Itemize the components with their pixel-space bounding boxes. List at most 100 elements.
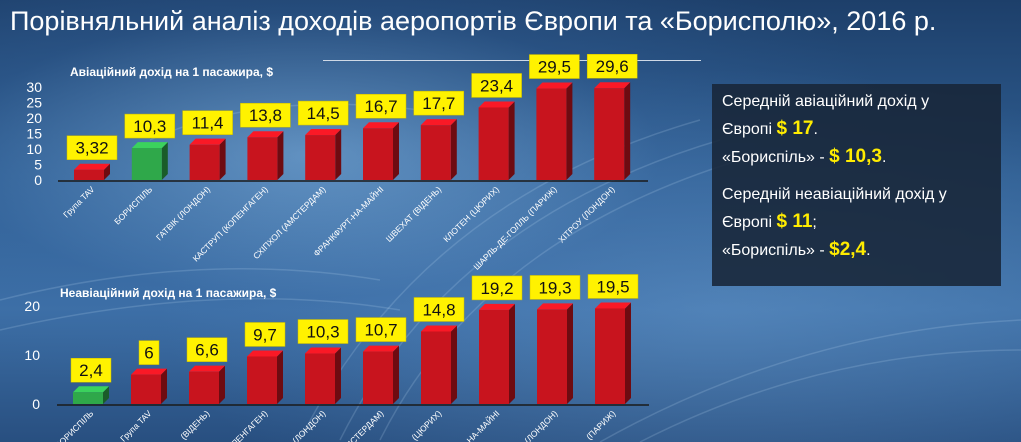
aviation-bar-side: [508, 101, 515, 180]
non-aviation-value-label: 6: [144, 344, 153, 363]
aviation-boryspil-value: $ 10,3: [829, 146, 882, 167]
aviation-bar-side: [219, 138, 226, 180]
non-aviation-bar-top: [537, 303, 573, 310]
non-aviation-bar-top: [479, 303, 515, 310]
non-aviation-category-label: (ЛОНДОН): [290, 408, 327, 442]
aviation-value-label-bg: [182, 110, 233, 135]
non-aviation-bar: [363, 351, 393, 404]
non-aviation-value-label-bg: [138, 340, 160, 365]
aviation-bar: [420, 125, 451, 180]
aviation-bar: [536, 88, 567, 180]
aviation-europe-suffix: .: [813, 121, 818, 138]
non-aviation-category-label: БОРИСПІЛЬ: [53, 408, 95, 442]
non-aviation-value-label: 19,5: [596, 277, 629, 296]
aviation-bar: [478, 107, 509, 180]
aviation-bar-top: [247, 131, 284, 138]
non-aviation-bar: [537, 309, 567, 404]
aviation-bar-side: [450, 119, 457, 180]
aviation-bar-side: [104, 163, 110, 180]
non-aviation-category-label: (ВІДЕНЬ): [178, 408, 211, 441]
non-aviation-bar-side: [219, 365, 225, 404]
non-aviation-value-label: 9,7: [253, 325, 277, 344]
non-aviation-value-label: 2,4: [79, 361, 103, 380]
non-aviation-value-label-bg: [244, 322, 286, 347]
aviation-value-label: 11,4: [192, 114, 224, 133]
non-aviation-value-label-bg: [186, 337, 228, 362]
aviation-value-label-bg: [413, 90, 465, 116]
non-aviation-bar-side: [335, 347, 341, 404]
non-aviation-ytick-label: 10: [24, 347, 40, 363]
aviation-europe-line: Європі $ 17.: [722, 115, 1001, 143]
non-aviation-bar: [73, 392, 103, 404]
non-aviation-bar-side: [451, 325, 457, 404]
page-title: Порівняльний аналіз доходів аеропортів Є…: [10, 6, 937, 36]
non-aviation-value-label-bg: [413, 297, 465, 322]
aviation-bar: [74, 169, 104, 180]
aviation-value-label-bg: [471, 73, 522, 98]
aviation-boryspil-prefix: «Бориспіль» -: [722, 149, 830, 166]
non-aviation-ytick-label: 20: [24, 298, 40, 314]
aviation-bar: [363, 128, 393, 180]
non-aviation-category-label: (ЦЮРИХ): [409, 408, 443, 442]
non-aviation-bar-top: [305, 347, 341, 354]
non-aviation-bar-side: [625, 302, 631, 404]
aviation-bar-top: [74, 163, 110, 170]
non-aviation-value-label-bg: [297, 319, 349, 344]
non-aviation-value-label-bg: [529, 275, 581, 300]
aviation-bar-top: [131, 142, 168, 149]
non-aviation-europe-line: Європі $ 11;: [722, 208, 1001, 236]
non-aviation-bar-side: [567, 303, 573, 404]
aviation-bar-side: [335, 129, 342, 180]
non-aviation-chart-title: Неавіаційний дохід на 1 пасажира, $: [60, 286, 277, 300]
aviation-value-label: 29,5: [538, 58, 571, 77]
non-aviation-value-label: 10,7: [364, 321, 397, 340]
non-aviation-bar: [595, 308, 625, 404]
aviation-bar-side: [566, 82, 573, 180]
aviation-ytick-label: 20: [26, 110, 42, 126]
non-aviation-boryspil-line: «Бориспіль» - $2,4.: [722, 236, 1001, 264]
aviation-europe-prefix: Європі: [722, 121, 777, 138]
non-aviation-category-label: (КОПЕНГАГЕН): [219, 408, 269, 442]
aviation-bar: [189, 144, 220, 180]
aviation-bar-side: [393, 122, 399, 180]
aviation-bar: [305, 135, 336, 180]
aviation-value-label-bg: [124, 113, 176, 139]
aviation-bar-top: [536, 82, 573, 89]
aviation-bar-top: [420, 119, 457, 126]
aviation-ytick-label: 25: [26, 95, 42, 111]
summary-box: Середній авіаційний дохід у Європі $ 17.…: [712, 84, 1001, 286]
non-aviation-bar-side: [277, 350, 283, 404]
aviation-chart-title: Авіаційний дохід на 1 пасажира, $: [70, 65, 273, 79]
non-aviation-bar: [479, 309, 509, 404]
aviation-bar-top: [478, 101, 515, 108]
non-aviation-boryspil-suffix: .: [866, 242, 871, 259]
non-aviation-value-label-bg: [355, 317, 407, 342]
aviation-value-label: 14,5: [307, 104, 340, 123]
aviation-value-label-bg: [240, 102, 291, 128]
non-aviation-category-label: (АМСТЕРДАМ): [337, 408, 386, 442]
aviation-value-label: 29,6: [596, 57, 629, 76]
non-aviation-value-label: 19,2: [480, 279, 513, 298]
non-aviation-bar: [247, 356, 277, 404]
non-aviation-value-label: 6,6: [195, 341, 219, 360]
non-aviation-bar-top: [363, 345, 399, 352]
aviation-summary-heading: Середній авіаційний дохід у: [722, 93, 930, 110]
non-aviation-bar-top: [73, 386, 109, 393]
non-aviation-value-label: 14,8: [422, 300, 455, 319]
aviation-value-label-bg: [529, 54, 580, 79]
non-aviation-value-label-bg: [587, 274, 639, 299]
aviation-bar-side: [277, 131, 284, 180]
aviation-bar-side: [624, 82, 631, 180]
aviation-bar-side: [161, 142, 168, 180]
non-aviation-europe-value: $ 11: [776, 211, 813, 232]
aviation-ytick-label: 0: [34, 172, 42, 188]
non-aviation-category-label: Група TAV: [118, 408, 154, 442]
non-aviation-bar-side: [509, 303, 515, 404]
aviation-boryspil-line: «Бориспіль» - $ 10,3.: [722, 143, 1001, 171]
aviation-bar: [247, 137, 278, 180]
non-aviation-bar-top: [421, 325, 457, 332]
aviation-bar-top: [363, 122, 399, 129]
non-aviation-summary-heading: Середній неавіаційний дохід у: [722, 186, 947, 203]
aviation-value-label: 16,7: [364, 97, 397, 116]
aviation-ytick-label: 10: [26, 141, 42, 157]
